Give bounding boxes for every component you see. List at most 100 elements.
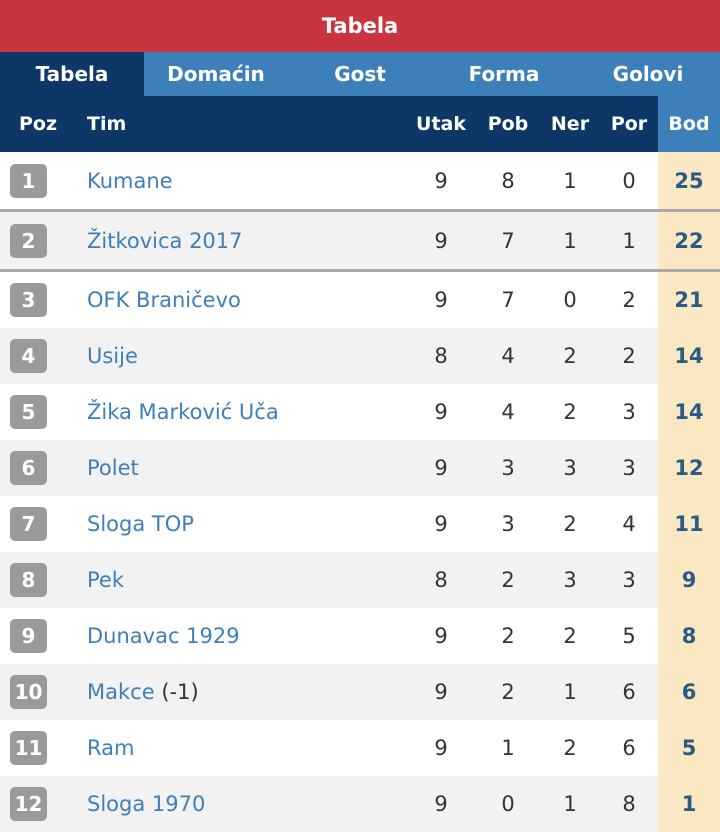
team-cell: Sloga TOP (87, 512, 194, 536)
team-link[interactable]: Ram (87, 736, 135, 760)
tab-gost[interactable]: Gost (334, 62, 386, 86)
team-link[interactable]: Žika Marković Uča (87, 400, 279, 424)
losses: 4 (622, 512, 636, 536)
matches-played: 9 (434, 512, 448, 536)
losses: 3 (622, 400, 636, 424)
table-row: 9 Dunavac 1929 9 2 2 5 8 (0, 608, 720, 664)
team-link[interactable]: Kumane (87, 168, 173, 193)
points: 14 (658, 384, 720, 440)
wins: 4 (501, 344, 515, 368)
header-utak[interactable]: Utak (416, 113, 466, 135)
matches-played: 9 (434, 456, 448, 480)
position-badge: 3 (10, 283, 47, 317)
tab-domacin[interactable]: Domaćin (167, 62, 265, 86)
draws: 1 (563, 792, 577, 816)
position-badge: 10 (10, 675, 47, 709)
points: 21 (658, 272, 720, 328)
tab-forma[interactable]: Forma (468, 62, 540, 86)
losses: 2 (622, 344, 636, 368)
wins: 7 (501, 288, 515, 312)
matches-played: 8 (434, 568, 448, 592)
table-row: 2 Žitkovica 2017 9 7 1 1 22 (0, 212, 720, 272)
matches-played: 9 (434, 736, 448, 760)
team-link[interactable]: Pek (87, 568, 124, 592)
matches-played: 9 (434, 168, 448, 193)
team-cell: Usije (87, 344, 138, 368)
wins: 1 (501, 736, 515, 760)
wins: 8 (501, 168, 515, 193)
table-row: 12 Sloga 1970 9 0 1 8 1 (0, 776, 720, 832)
wins: 2 (501, 624, 515, 648)
team-cell: Sloga 1970 (87, 792, 205, 816)
header-tim[interactable]: Tim (87, 113, 127, 135)
table-row: 8 Pek 8 2 3 3 9 (0, 552, 720, 608)
table-row: 11 Ram 9 1 2 6 5 (0, 720, 720, 776)
team-link[interactable]: Polet (87, 456, 139, 480)
table-row: 5 Žika Marković Uča 9 4 2 3 14 (0, 384, 720, 440)
points: 9 (658, 552, 720, 608)
team-link[interactable]: Makce (87, 680, 155, 704)
draws: 1 (563, 680, 577, 704)
losses: 5 (622, 624, 636, 648)
points: 22 (658, 212, 720, 269)
points: 12 (658, 440, 720, 496)
matches-played: 9 (434, 680, 448, 704)
team-cell: Žitkovica 2017 (87, 229, 243, 253)
team-cell: OFK Braničevo (87, 288, 241, 312)
table-row: 4 Usije 8 4 2 2 14 (0, 328, 720, 384)
position-badge: 8 (10, 563, 47, 597)
team-link[interactable]: Sloga TOP (87, 512, 194, 536)
position-badge: 2 (10, 223, 47, 258)
matches-played: 9 (434, 288, 448, 312)
wins: 3 (501, 512, 515, 536)
wins: 7 (501, 228, 515, 253)
draws: 1 (563, 228, 577, 253)
team-link[interactable]: Usije (87, 344, 138, 368)
draws: 2 (563, 624, 577, 648)
matches-played: 9 (434, 228, 448, 253)
draws: 3 (563, 456, 577, 480)
tab-bar: Tabela Domaćin Gost Forma Golovi (0, 52, 720, 96)
header-ner[interactable]: Ner (550, 113, 590, 135)
team-cell: Ram (87, 736, 134, 760)
matches-played: 9 (434, 792, 448, 816)
points: 1 (658, 776, 720, 832)
team-penalty-note: (-1) (161, 680, 199, 704)
points: 25 (658, 152, 720, 209)
draws: 2 (563, 736, 577, 760)
tab-golovi[interactable]: Golovi (612, 62, 684, 86)
team-link[interactable]: Sloga 1970 (87, 792, 206, 816)
tab-tabela[interactable]: Tabela (0, 52, 144, 96)
points: 6 (658, 664, 720, 720)
position-badge: 5 (10, 395, 47, 429)
position-badge: 11 (10, 731, 47, 765)
table-row: 6 Polet 9 3 3 3 12 (0, 440, 720, 496)
team-link[interactable]: Žitkovica 2017 (87, 228, 243, 253)
team-cell: Pek (87, 568, 124, 592)
header-pob[interactable]: Pob (487, 113, 529, 135)
header-poz[interactable]: Poz (18, 113, 58, 135)
team-link[interactable]: Dunavac 1929 (87, 624, 240, 648)
draws: 2 (563, 512, 577, 536)
draws: 0 (563, 288, 577, 312)
table-title-text: Tabela (321, 14, 399, 38)
points: 8 (658, 608, 720, 664)
wins: 4 (501, 400, 515, 424)
wins: 3 (501, 456, 515, 480)
header-por[interactable]: Por (610, 113, 648, 135)
header-bod[interactable]: Bod (658, 96, 720, 152)
position-badge: 12 (10, 787, 47, 821)
team-cell: Polet (87, 456, 139, 480)
team-cell: Kumane (87, 169, 173, 193)
draws: 3 (563, 568, 577, 592)
draws: 2 (563, 400, 577, 424)
draws: 2 (563, 344, 577, 368)
team-cell: Makce (-1) (87, 680, 199, 704)
table-row: 3 OFK Braničevo 9 7 0 2 21 (0, 272, 720, 328)
wins: 0 (501, 792, 515, 816)
matches-played: 9 (434, 624, 448, 648)
position-badge: 9 (10, 619, 47, 653)
wins: 2 (501, 680, 515, 704)
team-link[interactable]: OFK Braničevo (87, 288, 241, 312)
team-cell: Dunavac 1929 (87, 624, 240, 648)
